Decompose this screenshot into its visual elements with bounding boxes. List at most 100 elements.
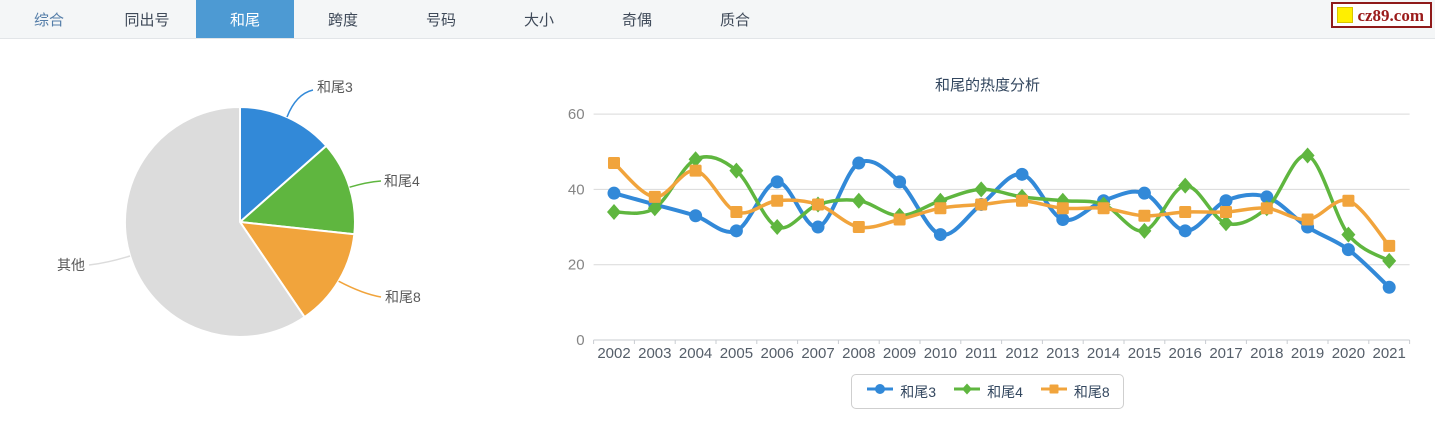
pie-leader-line bbox=[349, 180, 382, 188]
tab-daxiao[interactable]: 大小 bbox=[523, 11, 554, 29]
data-point-和尾3 bbox=[1178, 224, 1192, 238]
data-point-和尾3 bbox=[1219, 194, 1233, 208]
data-point-和尾3 bbox=[607, 186, 621, 200]
pie-label-hewei8: 和尾8 bbox=[385, 289, 421, 305]
data-point-和尾8 bbox=[608, 157, 620, 170]
legend-marker-diamond bbox=[952, 381, 982, 402]
data-point-和尾8 bbox=[730, 205, 743, 218]
x-axis-year-label: 2012 bbox=[1005, 345, 1038, 362]
data-point-和尾8 bbox=[934, 202, 947, 215]
data-point-和尾3 bbox=[729, 224, 743, 238]
data-point-和尾8 bbox=[975, 198, 988, 211]
x-axis-year-label: 2007 bbox=[801, 345, 834, 362]
chart-legend: 和尾3 和尾4 和尾8 bbox=[851, 374, 1124, 409]
data-point-和尾3 bbox=[1137, 186, 1151, 200]
pie-slice-和尾3[interactable] bbox=[239, 105, 328, 223]
data-point-和尾3 bbox=[893, 175, 907, 189]
tab-haoma[interactable]: 号码 bbox=[425, 11, 456, 29]
x-axis-year-label: 2004 bbox=[679, 345, 712, 362]
x-axis-year-label: 2016 bbox=[1169, 345, 1202, 362]
x-axis-year-label: 2003 bbox=[638, 345, 671, 362]
y-axis-tick-label: 40 bbox=[568, 181, 585, 198]
line-series-和尾3 bbox=[612, 159, 1392, 290]
pie-slice-其他[interactable] bbox=[123, 106, 306, 338]
data-point-和尾4 bbox=[1341, 226, 1356, 243]
pie-label-hewei3: 和尾3 bbox=[317, 79, 353, 95]
data-point-和尾4 bbox=[1300, 147, 1315, 164]
tab-hewei[interactable]: 和尾 bbox=[196, 0, 294, 38]
x-axis-year-label: 2011 bbox=[965, 345, 997, 362]
x-axis-year-label: 2005 bbox=[720, 345, 753, 362]
pie-label-qita: 其他 bbox=[57, 257, 85, 273]
legend-item-hewei3[interactable]: 和尾3 bbox=[865, 381, 936, 402]
data-point-和尾3 bbox=[852, 156, 866, 170]
legend-marker-square bbox=[1039, 381, 1069, 402]
data-point-和尾4 bbox=[647, 200, 662, 217]
data-point-和尾4 bbox=[770, 219, 785, 236]
data-point-和尾8 bbox=[1220, 205, 1232, 218]
pie-leader-line bbox=[88, 255, 131, 266]
data-point-和尾3 bbox=[1056, 213, 1070, 227]
site-logo-text: cz89.com bbox=[1357, 5, 1424, 25]
data-point-和尾4 bbox=[851, 192, 866, 209]
tab-kuadu[interactable]: 跨度 bbox=[327, 11, 358, 29]
tab-zhihe[interactable]: 质合 bbox=[719, 11, 750, 29]
data-point-和尾4 bbox=[607, 203, 621, 220]
data-point-和尾8 bbox=[852, 221, 865, 234]
y-axis-tick-label: 20 bbox=[568, 257, 585, 274]
x-axis-year-label: 2008 bbox=[842, 345, 875, 362]
x-axis-year-label: 2021 bbox=[1373, 345, 1406, 362]
data-point-和尾3 bbox=[1260, 190, 1274, 204]
tab-jiou[interactable]: 奇偶 bbox=[621, 11, 652, 29]
data-point-和尾8 bbox=[1138, 209, 1151, 222]
x-axis-year-label: 2013 bbox=[1046, 345, 1079, 362]
data-point-和尾8 bbox=[689, 164, 702, 177]
pie-slice-和尾4[interactable] bbox=[239, 144, 356, 236]
x-axis-year-label: 2009 bbox=[883, 345, 916, 362]
data-point-和尾8 bbox=[1097, 202, 1110, 215]
data-point-和尾4 bbox=[688, 151, 703, 168]
data-point-和尾3 bbox=[1015, 167, 1029, 181]
x-axis-year-label: 2018 bbox=[1250, 345, 1283, 362]
y-axis-tick-label: 60 bbox=[568, 106, 585, 123]
pie-slice-和尾8[interactable] bbox=[239, 221, 356, 319]
data-point-和尾3 bbox=[1341, 243, 1355, 257]
y-axis-tick-label: 0 bbox=[576, 332, 584, 349]
data-point-和尾3 bbox=[770, 175, 784, 189]
data-point-和尾4 bbox=[729, 162, 744, 179]
legend-row: 和尾3 和尾4 和尾8 bbox=[540, 374, 1435, 409]
legend-label: 和尾3 bbox=[900, 383, 937, 400]
data-point-和尾3 bbox=[1382, 280, 1396, 294]
legend-label: 和尾4 bbox=[987, 383, 1023, 400]
pie-chart: 和尾3 和尾4 和尾8 其他 bbox=[57, 79, 421, 338]
x-axis-year-label: 2010 bbox=[924, 345, 957, 362]
data-point-和尾3 bbox=[689, 209, 703, 223]
data-point-和尾4 bbox=[1178, 177, 1193, 194]
pie-leader-line bbox=[286, 89, 314, 118]
x-axis-year-label: 2015 bbox=[1128, 345, 1161, 362]
data-point-和尾4 bbox=[974, 181, 989, 198]
legend-label: 和尾8 bbox=[1073, 383, 1110, 400]
data-point-和尾8 bbox=[1260, 202, 1273, 215]
legend-item-hewei4[interactable]: 和尾4 bbox=[952, 381, 1023, 402]
data-point-和尾3 bbox=[811, 220, 825, 234]
legend-marker-circle bbox=[865, 381, 895, 402]
data-point-和尾4 bbox=[1137, 222, 1152, 239]
x-axis-year-label: 2002 bbox=[597, 345, 630, 362]
line-chart: 0 20 40 60 2002 2003 2004 2005 2006 2007 2008 2009 2… bbox=[568, 106, 1411, 362]
data-point-和尾8 bbox=[1301, 213, 1314, 226]
data-point-和尾8 bbox=[1383, 239, 1396, 252]
data-point-和尾8 bbox=[1016, 194, 1028, 207]
data-point-和尾8 bbox=[1342, 194, 1355, 207]
tab-zonghe[interactable]: 综合 bbox=[33, 11, 64, 29]
x-axis-year-label: 2020 bbox=[1332, 345, 1365, 362]
legend-item-hewei8[interactable]: 和尾8 bbox=[1039, 381, 1110, 402]
pie-label-hewei4: 和尾4 bbox=[384, 173, 420, 189]
data-point-和尾8 bbox=[771, 194, 784, 207]
tab-tongchuhao[interactable]: 同出号 bbox=[124, 11, 170, 29]
x-axis-year-label: 2019 bbox=[1291, 345, 1324, 362]
site-logo[interactable]: cz89.com bbox=[1331, 2, 1432, 28]
tab-bar: 综合 同出号 和尾 跨度 号码 大小 奇偶 质合 bbox=[0, 0, 1435, 39]
data-point-和尾8 bbox=[1179, 205, 1192, 218]
